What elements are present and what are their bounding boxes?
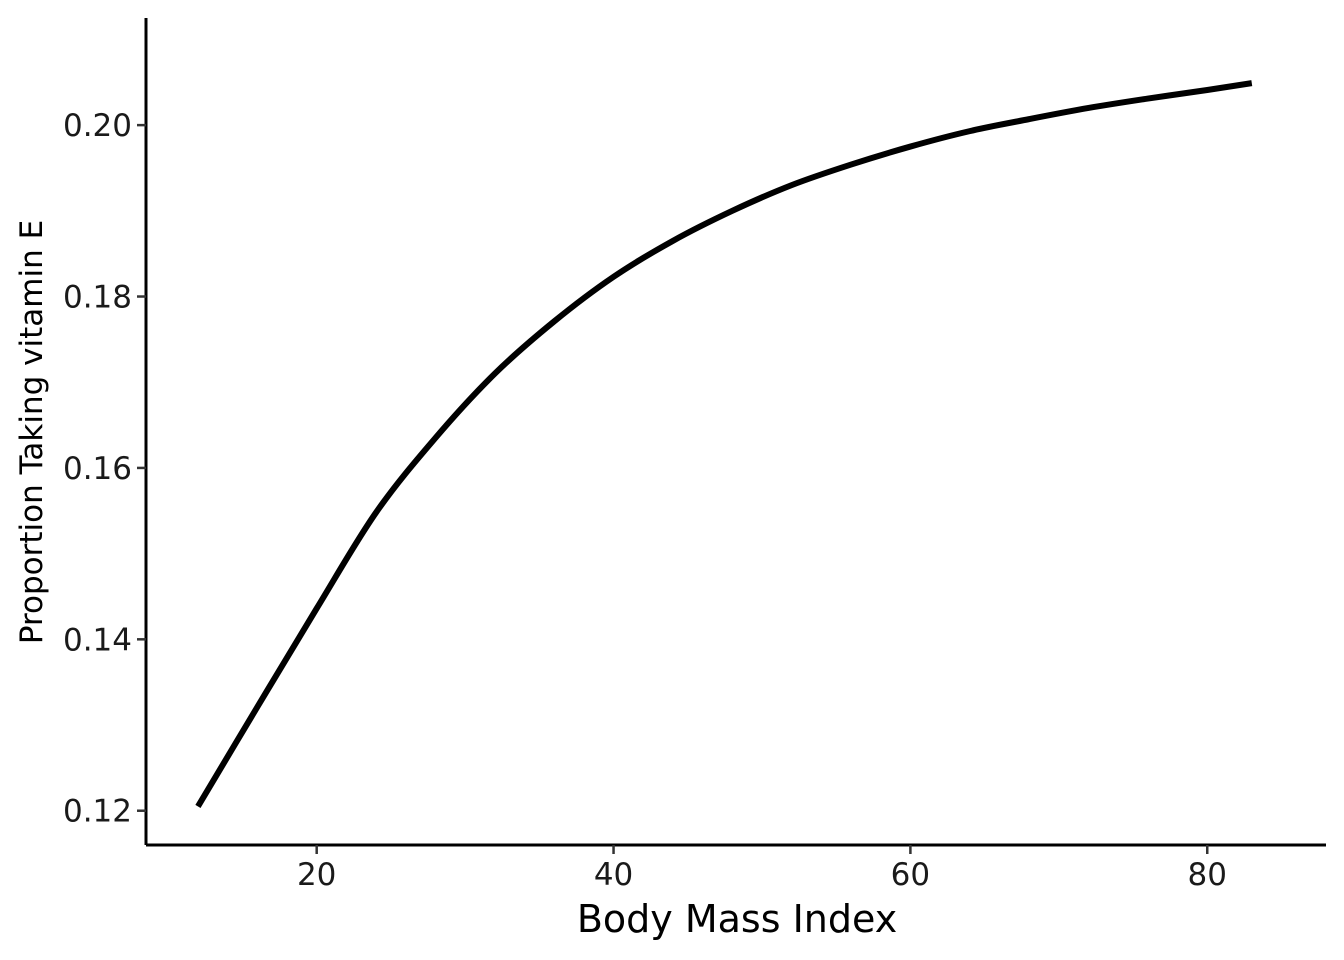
x-axis-title: Body Mass Index: [577, 897, 897, 941]
x-tick-label: 60: [891, 857, 930, 893]
y-tick-label: 0.16: [63, 451, 132, 487]
ticks-layer: 20 40 60 80 0.12 0.14 0.16 0.18 0.20: [63, 108, 1227, 893]
series-layer: [195, 80, 1253, 808]
series-line: [195, 80, 1253, 808]
x-tick-label: 20: [297, 857, 336, 893]
y-tick-label: 0.12: [63, 794, 132, 830]
y-tick-label: 0.20: [63, 108, 132, 144]
y-axis-title: Proportion Taking vitamin E: [14, 220, 50, 644]
y-tick-label: 0.14: [63, 622, 132, 658]
axes-layer: [144, 18, 1326, 847]
x-tick-label: 40: [594, 857, 633, 893]
titles-layer: Body Mass Index Proportion Taking vitami…: [14, 220, 897, 941]
x-tick-label: 80: [1188, 857, 1227, 893]
y-tick-label: 0.18: [63, 280, 132, 316]
